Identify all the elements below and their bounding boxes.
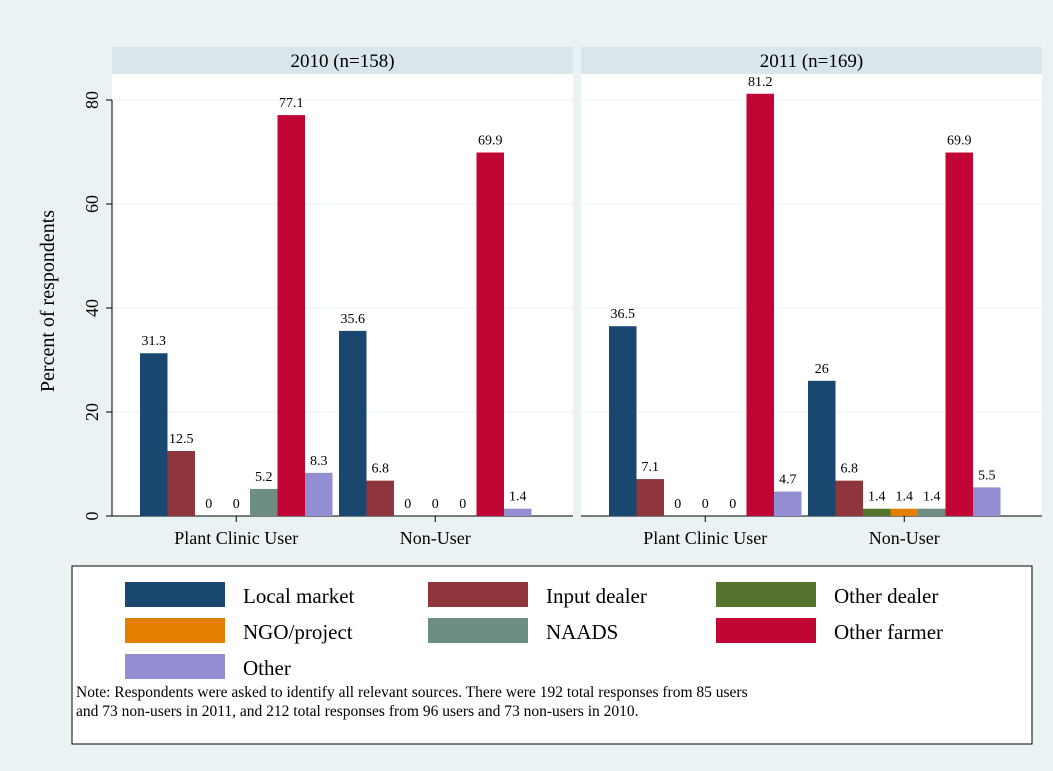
bar <box>863 509 891 516</box>
bar <box>808 381 836 516</box>
data-label: 0 <box>674 497 681 512</box>
category-label: Non-User <box>400 528 471 548</box>
data-label: 1.4 <box>896 490 914 505</box>
data-label: 81.2 <box>748 75 773 90</box>
data-label: 69.9 <box>478 134 503 149</box>
bar <box>477 153 505 516</box>
data-label: 12.5 <box>169 432 194 447</box>
bar <box>637 479 665 516</box>
data-label: 77.1 <box>279 96 304 111</box>
bar <box>168 451 196 516</box>
data-label: 1.4 <box>923 490 941 505</box>
data-label: 35.6 <box>341 312 366 327</box>
legend-label: NAADS <box>546 620 618 644</box>
bar <box>747 94 775 516</box>
legend-label: Other <box>243 656 291 680</box>
y-tick-label: 80 <box>82 91 102 109</box>
legend-swatch <box>125 654 225 679</box>
data-label: 1.4 <box>509 490 527 505</box>
y-tick-label: 40 <box>82 299 102 317</box>
panel-1: 2010 (n=158) 31.3 12.5 0 0 5.2 77.1 8.3 Plant Cl… <box>82 47 573 548</box>
note-line-2: and 73 non-users in 2011, and 212 total … <box>76 703 639 720</box>
data-label: 7.1 <box>642 460 660 475</box>
bar <box>250 489 278 516</box>
bar <box>946 153 974 516</box>
category-label: Plant Clinic User <box>174 528 298 548</box>
data-label: 26 <box>815 362 829 377</box>
legend-label: Local market <box>243 584 355 608</box>
data-label: 69.9 <box>947 134 972 149</box>
legend-swatch <box>125 582 225 607</box>
legend-swatch <box>125 618 225 643</box>
category-label: Plant Clinic User <box>643 528 767 548</box>
bar <box>609 326 637 516</box>
legend-item: NAADS <box>428 618 618 644</box>
data-label: 1.4 <box>868 490 886 505</box>
legend-swatch <box>716 582 816 607</box>
data-label: 31.3 <box>142 334 167 349</box>
y-tick-label: 60 <box>82 195 102 213</box>
bar <box>140 353 168 516</box>
data-label: 0 <box>404 497 411 512</box>
bar <box>891 509 919 516</box>
legend-swatch <box>428 582 528 607</box>
data-label: 0 <box>702 497 709 512</box>
data-label: 0 <box>205 497 212 512</box>
bar <box>339 331 367 516</box>
panel-title: 2010 (n=158) <box>290 51 394 72</box>
legend-label: Input dealer <box>546 584 647 608</box>
note-line-1: Note: Respondents were asked to identify… <box>76 684 748 701</box>
y-tick-label: 20 <box>82 403 102 421</box>
y-tick-label: 0 <box>82 512 102 521</box>
bar <box>836 481 864 516</box>
category-label: Non-User <box>869 528 940 548</box>
bar <box>918 509 946 516</box>
panel-title: 2011 (n=169) <box>760 51 863 72</box>
legend-swatch <box>428 618 528 643</box>
bar <box>973 487 1001 516</box>
data-label: 0 <box>432 497 439 512</box>
legend-label: Other farmer <box>834 620 943 644</box>
bar <box>504 509 532 516</box>
y-axis-label: Percent of respondents <box>37 210 59 392</box>
data-label: 36.5 <box>611 307 636 322</box>
data-label: 5.5 <box>978 468 996 483</box>
legend-label: NGO/project <box>243 620 353 644</box>
data-label: 4.7 <box>779 473 797 488</box>
legend-swatch <box>716 618 816 643</box>
data-label: 6.8 <box>372 462 390 477</box>
bar <box>278 115 306 516</box>
data-label: 0 <box>233 497 240 512</box>
panels: 2010 (n=158) 31.3 12.5 0 0 5.2 77.1 8.3 Plant Cl… <box>82 47 1042 548</box>
legend-label: Other dealer <box>834 584 938 608</box>
data-label: 0 <box>459 497 466 512</box>
bar <box>367 481 395 516</box>
legend-item: Other <box>125 654 291 680</box>
data-label: 6.8 <box>841 462 859 477</box>
data-label: 0 <box>729 497 736 512</box>
data-label: 5.2 <box>255 470 273 485</box>
panel-2: 2011 (n=169) 36.5 7.1 0 0 0 81.2 4.7 Plant Clini… <box>581 47 1042 548</box>
data-label: 8.3 <box>310 454 328 469</box>
bar <box>305 473 333 516</box>
bar <box>774 492 802 516</box>
